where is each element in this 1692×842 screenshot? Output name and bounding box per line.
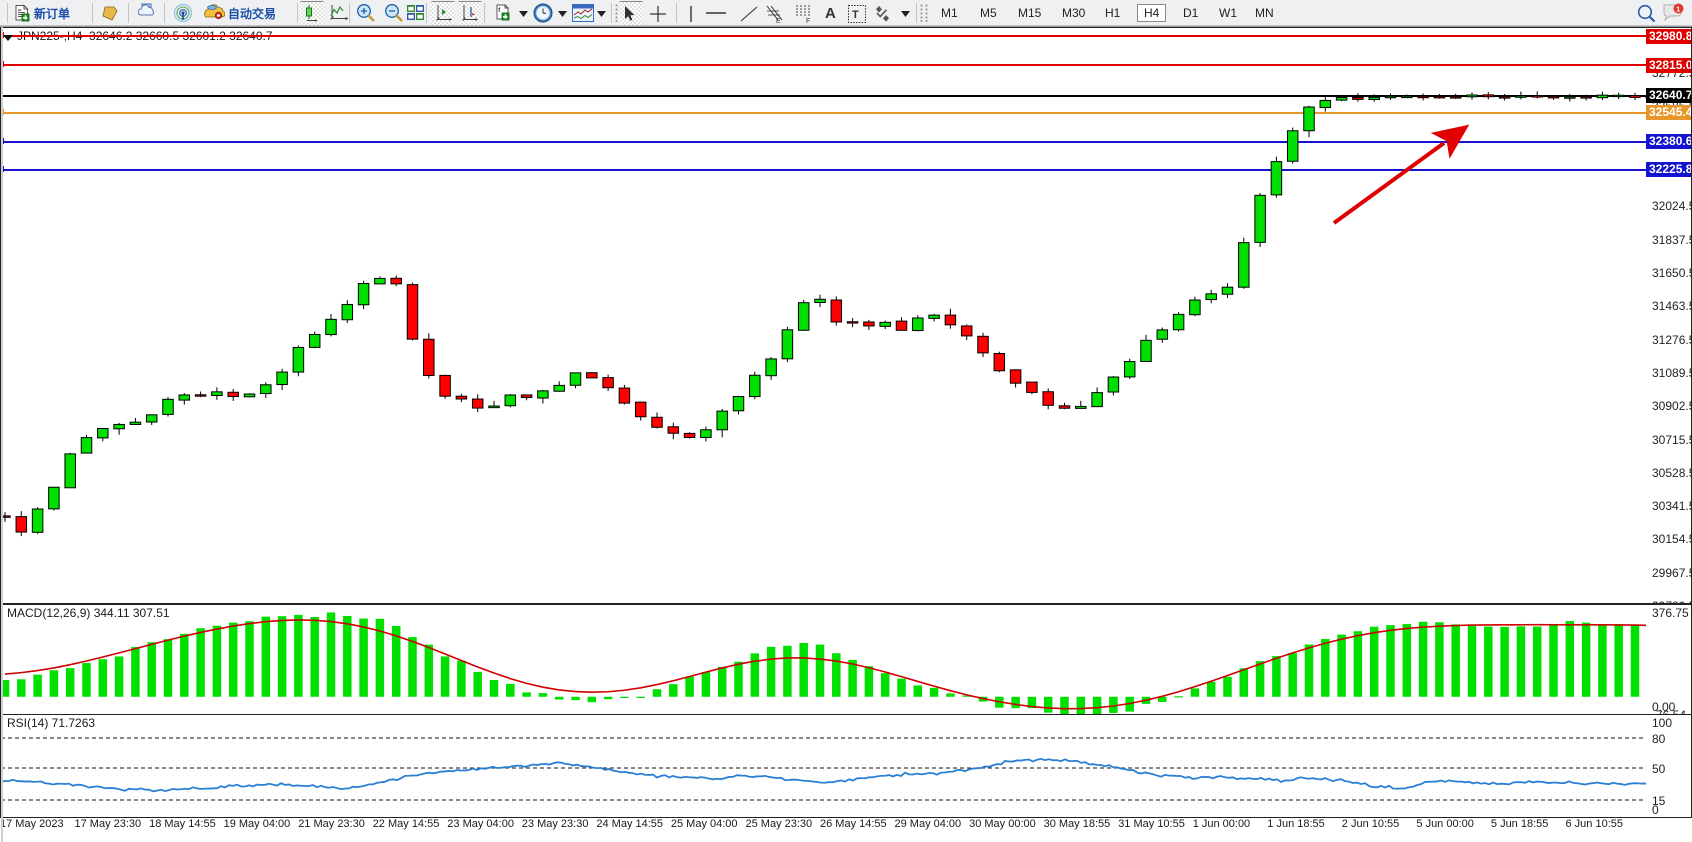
svg-text:E: E [776,18,781,23]
svg-text:T: T [852,9,859,21]
svg-text:F: F [806,18,810,23]
svg-text:1: 1 [1676,6,1680,13]
